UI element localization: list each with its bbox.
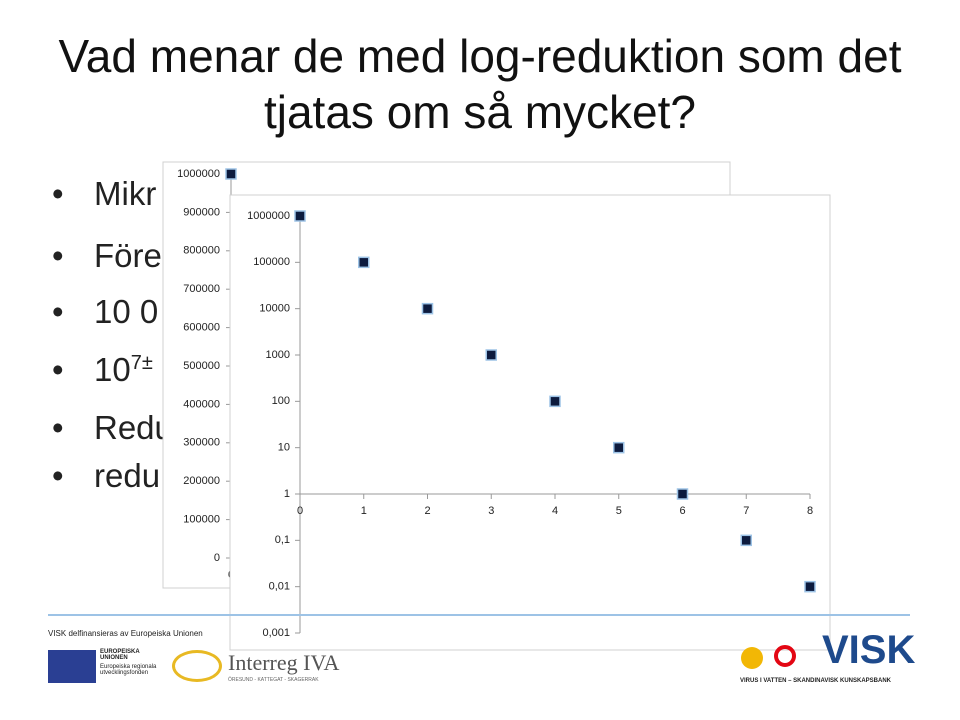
eu-fund-text: Europeiska regionala utvecklingsfonden: [100, 664, 157, 676]
y-tick-label: 400000: [183, 398, 220, 410]
data-point: [549, 395, 561, 408]
y-tick-label: 200000: [183, 475, 220, 487]
bullet: 10 0: [52, 293, 159, 331]
y-tick-label: 100000: [253, 256, 290, 268]
interreg-text: Interreg IVA: [228, 650, 340, 675]
y-tick-label: 1000000: [247, 210, 290, 222]
interreg-sub: ÖRESUND - KATTEGAT - SKAGERRAK: [228, 677, 319, 683]
x-tick-label: 7: [743, 505, 749, 517]
funding-text: VISK delfinansieras av Europeiska Unione…: [48, 629, 203, 638]
y-tick-label: 900000: [183, 206, 220, 218]
y-tick-label: 0,001: [262, 627, 290, 639]
y-tick-label: 100: [272, 395, 290, 407]
y-tick-label: 500000: [183, 360, 220, 372]
data-point: [613, 441, 625, 454]
eu-flag: [48, 650, 96, 683]
data-point: [740, 534, 752, 547]
y-tick-label: 300000: [183, 437, 220, 449]
bullet-text: Redu: [94, 409, 173, 446]
x-tick-label: 1: [361, 505, 367, 517]
bullet: Före: [52, 237, 162, 275]
bullet: Redu: [52, 409, 173, 447]
data-point: [421, 302, 434, 315]
chart-area: [229, 194, 831, 651]
x-tick-label: 4: [552, 505, 558, 517]
bullet-text: 10: [94, 351, 131, 388]
slide-title: Vad menar de med log-reduktion som det t…: [58, 30, 902, 138]
y-tick-label: 0: [214, 552, 220, 564]
y-tick-label: 0,1: [275, 534, 290, 546]
bullet-sup: 7±: [130, 352, 153, 374]
bullet-text: Mikr: [94, 175, 157, 212]
bullet: 107±: [52, 351, 153, 389]
x-tick-label: 0: [297, 505, 303, 517]
y-tick-label: 10: [278, 442, 290, 454]
y-tick-label: 1: [284, 488, 290, 500]
interreg-logo: [172, 650, 222, 682]
data-point: [294, 210, 306, 222]
y-tick-label: 800000: [183, 245, 220, 257]
y-tick-label: 700000: [183, 283, 220, 295]
x-tick-label: 6: [679, 505, 685, 517]
data-point: [225, 168, 237, 180]
data-point: [676, 488, 689, 500]
bullet-cont: redu: [52, 457, 161, 495]
data-point: [358, 256, 370, 269]
bullet-text: Före: [94, 237, 162, 274]
visk-icon: [740, 638, 810, 676]
y-tick-label: 100000: [183, 514, 220, 526]
bullet-text: redu: [94, 457, 161, 494]
x-tick-label: 2: [424, 505, 430, 517]
eu-text: EUROPEISKA UNIONEN: [100, 649, 140, 661]
y-tick-label: 1000: [266, 349, 290, 361]
x-tick-label: 8: [807, 505, 813, 517]
y-tick-label: 600000: [183, 322, 220, 334]
y-tick-label: 0,01: [269, 581, 290, 593]
data-point: [485, 349, 497, 361]
visk-icon-svg: [741, 645, 796, 669]
footer-rule: [48, 614, 910, 616]
y-tick-label: 10000: [259, 303, 290, 315]
visk-text: VISK: [822, 628, 916, 672]
y-tick-label: 1000000: [177, 168, 220, 180]
bullet-text: 10 0: [94, 293, 159, 330]
data-point: [804, 580, 816, 593]
x-tick-label: 3: [488, 505, 494, 517]
x-tick-label: 5: [616, 505, 622, 517]
visk-sub: VIRUS I VATTEN – SKANDINAVISK KUNSKAPSBA…: [740, 678, 892, 684]
bullet: Mikr: [52, 175, 157, 213]
